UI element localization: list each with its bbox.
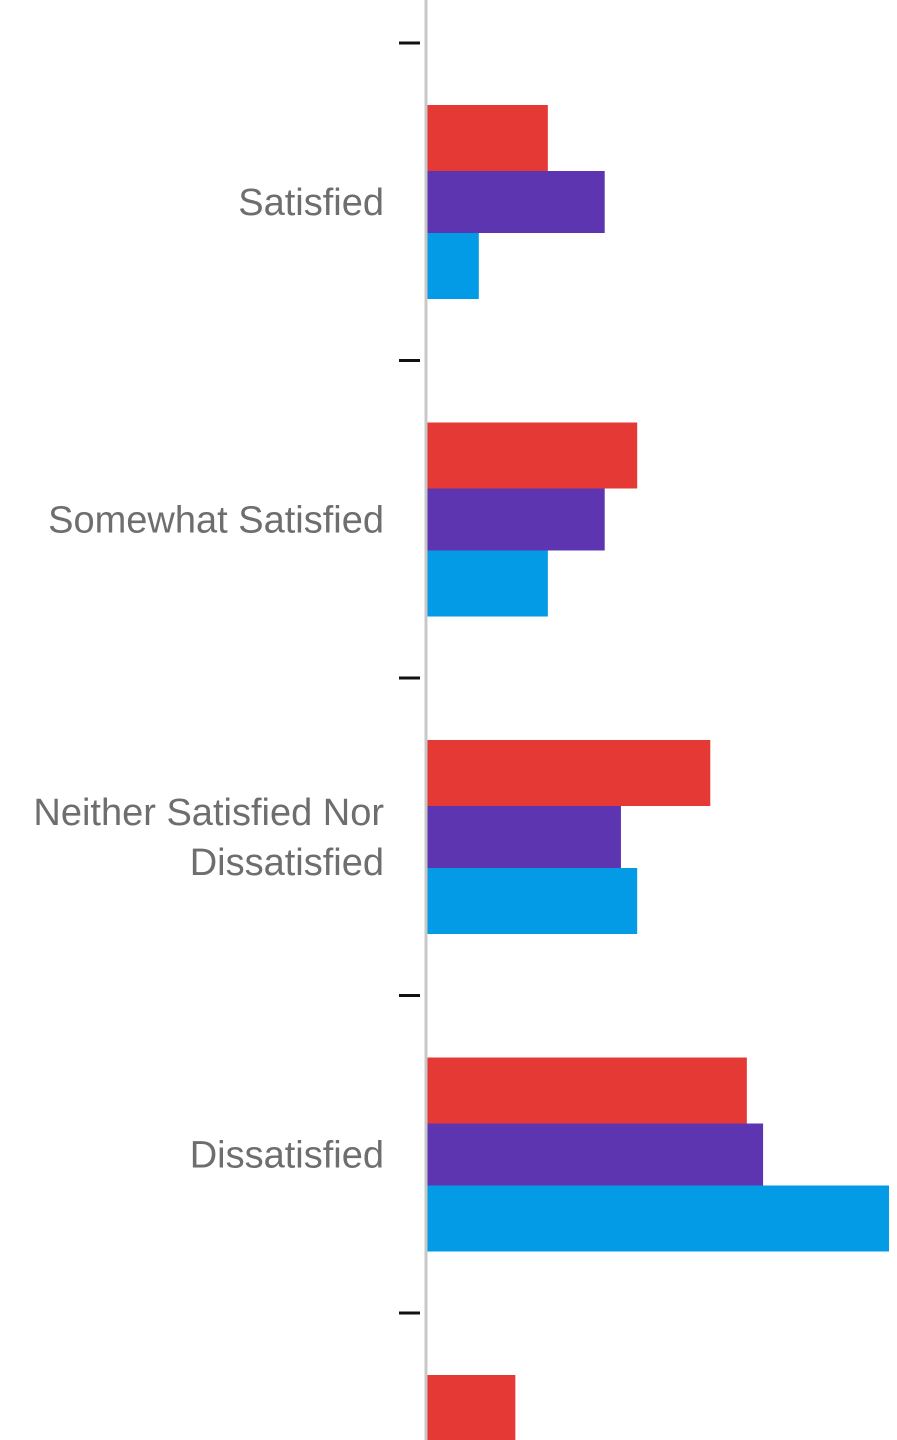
bar-series-2-cat-4 [427, 1123, 764, 1186]
bar-series-2-cat-2 [427, 488, 605, 551]
category-labels: Satisfied Somewhat Satisfied Neither Satis… [33, 182, 384, 1177]
category-label-line: Neither Satisfied Nor [33, 792, 384, 834]
category-label-line: Somewhat Satisfied [48, 499, 384, 541]
bar-series-1-cat-4 [427, 1057, 747, 1124]
bar-series-3-cat-3 [427, 868, 638, 934]
bar-series-1-cat-1 [427, 105, 548, 171]
category-ticks [399, 41, 420, 1315]
bar-series-3-cat-4 [427, 1185, 889, 1252]
bar-series-1-cat-3 [427, 740, 711, 806]
bar-series-3-cat-2 [427, 550, 548, 617]
bar-series-3-cat-1 [427, 233, 479, 299]
bar-series-1-cat-2 [427, 422, 638, 489]
category-label: Dissatisfied [190, 1134, 384, 1176]
bar-series-1-cat-5 [427, 1375, 516, 1440]
bar-series-2-cat-3 [427, 806, 621, 868]
category-label-line: Dissatisfied [190, 842, 384, 884]
category-label-line: Satisfied [238, 182, 384, 224]
category-label-line: Dissatisfied [190, 1134, 384, 1176]
category-label: Neither Satisfied Nor Dissatisfied [33, 792, 384, 884]
bars-group [427, 105, 889, 1440]
bar-series-2-cat-1 [427, 171, 605, 233]
category-label: Satisfied [238, 182, 384, 224]
category-label: Somewhat Satisfied [48, 499, 384, 541]
